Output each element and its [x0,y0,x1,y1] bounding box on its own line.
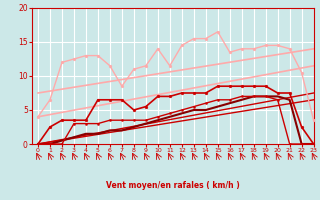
Text: Vent moyen/en rafales ( km/h ): Vent moyen/en rafales ( km/h ) [106,182,240,190]
